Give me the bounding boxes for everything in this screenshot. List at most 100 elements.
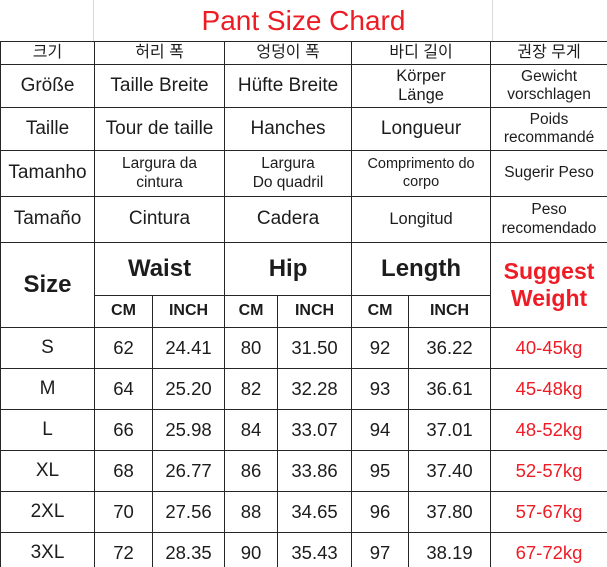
french-weight-header: Poids recommandé [490,107,607,151]
length-cm-unit: CM [351,295,410,328]
size-row-m: M 64 25.20 82 32.28 93 36.61 45-48kg [0,368,607,410]
header-row-portuguese: Tamanho Largura da cintura Largura Do qu… [0,150,607,197]
hip-cm-value: 82 [224,368,279,410]
size-row-2xl: 2XL 70 27.56 88 34.65 96 37.80 57-67kg [0,491,607,533]
waist-cm-value: 70 [94,491,153,533]
length-inch-value: 37.80 [408,491,492,533]
hip-cm-value: 84 [224,409,279,451]
length-inch-value: 36.22 [408,327,492,369]
hip-cm-value: 86 [224,450,279,492]
size-row-l: L 66 25.98 84 33.07 94 37.01 48-52kg [0,409,607,451]
korean-weight-header: 권장 무게 [490,41,607,65]
waist-cm-value: 66 [94,409,153,451]
suggest-weight-value: 52-57kg [490,450,607,492]
spanish-weight-header: Peso recomendado [490,196,607,243]
german-size-header: Größe [0,64,95,108]
waist-cm-unit: CM [94,295,153,328]
length-cm-value: 96 [351,491,410,533]
header-row-spanish: Tamaño Cintura Cadera Longitud Peso reco… [0,196,607,243]
hip-cm-unit: CM [224,295,279,328]
title-row: Pant Size Chard [0,0,607,41]
hip-cm-value: 88 [224,491,279,533]
hip-inch-value: 35.43 [277,532,353,567]
length-inch-unit: INCH [408,295,492,328]
waist-cm-value: 62 [94,327,153,369]
suggest-weight-value: 57-67kg [490,491,607,533]
size-label: 3XL [0,532,95,567]
gridline-left [93,0,94,41]
length-cm-value: 97 [351,532,410,567]
page-title: Pant Size Chard [201,5,406,36]
size-row-xl: XL 68 26.77 86 33.86 95 37.40 52-57kg [0,450,607,492]
spanish-size-header: Tamaño [0,196,95,243]
german-length-header: Körper Länge [351,64,492,108]
length-column-header: Length [351,242,492,296]
length-inch-value: 37.40 [408,450,492,492]
size-row-s: S 62 24.41 80 31.50 92 36.22 40-45kg [0,327,607,369]
suggest-weight-value: 48-52kg [490,409,607,451]
portuguese-weight-header: Sugerir Peso [490,150,607,197]
hip-inch-value: 31.50 [277,327,353,369]
pant-size-table: 크기 허리 폭 엉덩이 폭 바디 길이 권장 무게 Größe Taille B… [0,41,607,567]
waist-inch-value: 27.56 [151,491,226,533]
waist-inch-value: 28.35 [151,532,226,567]
hip-inch-value: 32.28 [277,368,353,410]
size-label: L [0,409,95,451]
size-label: XL [0,450,95,492]
korean-size-header: 크기 [0,41,95,65]
size-label: S [0,327,95,369]
waist-inch-unit: INCH [151,295,226,328]
korean-hip-header: 엉덩이 폭 [224,41,353,65]
portuguese-length-header: Comprimento do corpo [351,150,492,197]
unit-row: CM INCH CM INCH CM INCH [1,295,607,328]
size-row-3xl: 3XL 72 28.35 90 35.43 97 38.19 67-72kg [0,532,607,567]
portuguese-hip-header: Largura Do quadril [224,150,353,197]
suggest-weight-value: 67-72kg [490,532,607,567]
portuguese-size-header: Tamanho [0,150,95,197]
waist-inch-value: 25.20 [151,368,226,410]
french-waist-header: Tour de taille [93,107,226,151]
korean-length-header: 바디 길이 [351,41,492,65]
header-row-english: Size Waist Hip Length Suggest Weight [0,242,607,328]
length-cm-value: 95 [351,450,410,492]
german-weight-header: Gewicht vorschlagen [490,64,607,108]
size-label: 2XL [0,491,95,533]
hip-inch-value: 34.65 [277,491,353,533]
spanish-waist-header: Cintura [93,196,226,243]
portuguese-waist-header: Largura da cintura [93,150,226,197]
header-row-french: Taille Tour de taille Hanches Longueur P… [0,107,607,151]
suggest-weight-value: 40-45kg [490,327,607,369]
length-inch-value: 37.01 [408,409,492,451]
gridline-right [492,0,493,41]
length-cm-value: 94 [351,409,410,451]
header-row-korean: 크기 허리 폭 엉덩이 폭 바디 길이 권장 무게 [0,41,607,65]
french-length-header: Longueur [351,107,492,151]
suggest-weight-value: 45-48kg [490,368,607,410]
waist-cm-value: 72 [94,532,153,567]
korean-waist-header: 허리 폭 [93,41,226,65]
hip-column-header: Hip [224,242,353,296]
hip-inch-unit: INCH [277,295,353,328]
hip-inch-value: 33.86 [277,450,353,492]
waist-column-header: Waist [93,242,226,296]
waist-cm-value: 68 [94,450,153,492]
hip-cm-value: 90 [224,532,279,567]
header-row-german: Größe Taille Breite Hüfte Breite Körper … [0,64,607,108]
waist-inch-value: 25.98 [151,409,226,451]
german-waist-header: Taille Breite [93,64,226,108]
length-inch-value: 38.19 [408,532,492,567]
length-cm-value: 92 [351,327,410,369]
size-column-header: Size [0,242,95,328]
french-size-header: Taille [0,107,95,151]
hip-inch-value: 33.07 [277,409,353,451]
waist-inch-value: 24.41 [151,327,226,369]
spanish-length-header: Longitud [351,196,492,243]
spanish-hip-header: Cadera [224,196,353,243]
size-label: M [0,368,95,410]
waist-inch-value: 26.77 [151,450,226,492]
suggest-weight-column-header: Suggest Weight [490,242,607,328]
french-hip-header: Hanches [224,107,353,151]
hip-cm-value: 80 [224,327,279,369]
german-hip-header: Hüfte Breite [224,64,353,108]
